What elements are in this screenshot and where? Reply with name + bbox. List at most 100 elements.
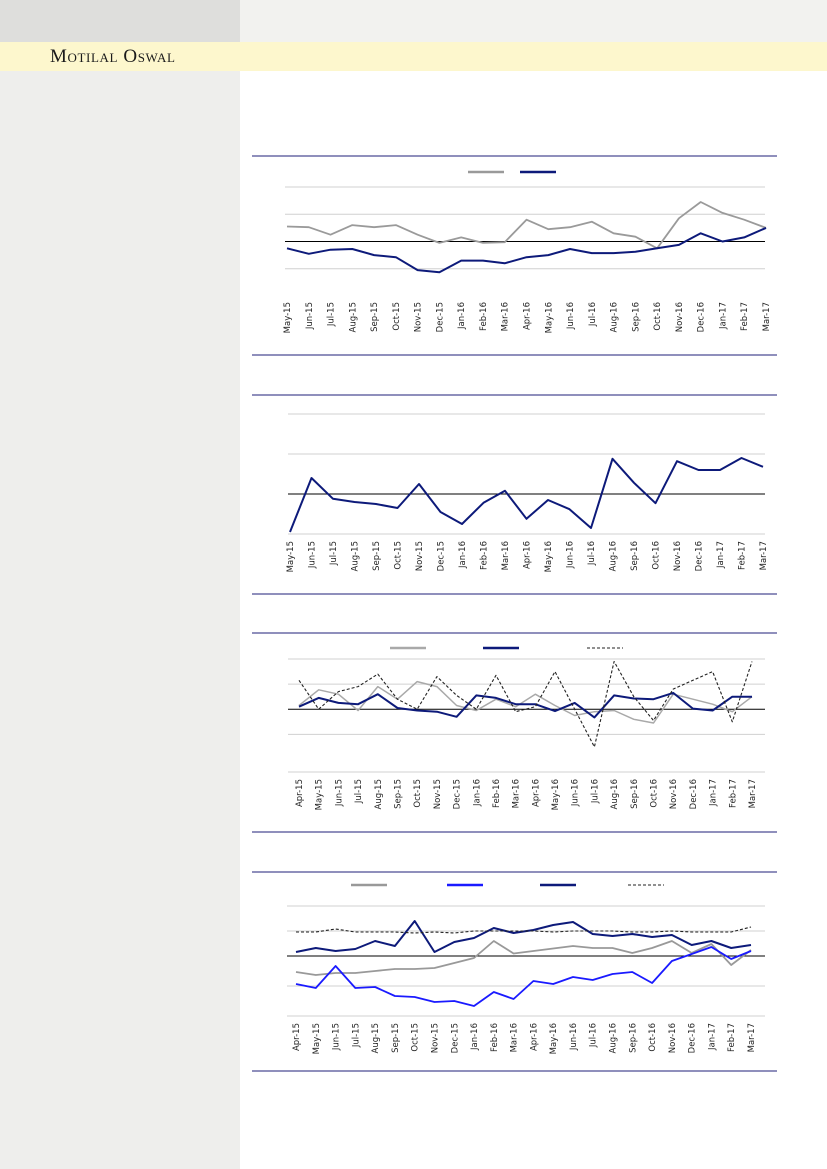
series-line-4 xyxy=(296,926,752,934)
x-tick-label: Mar-17 xyxy=(759,541,769,570)
x-tick-label: Apr-16 xyxy=(523,302,533,330)
x-tick-label: Oct-16 xyxy=(653,302,663,331)
x-tick-label: Nov-15 xyxy=(415,541,425,571)
x-tick-label: Nov-15 xyxy=(414,302,424,332)
x-tick-label: Dec-15 xyxy=(435,302,445,332)
x-tick-label: Jun-16 xyxy=(569,1023,579,1051)
x-tick-label: Jan-16 xyxy=(457,302,467,330)
x-tick-label: Aug-15 xyxy=(351,541,361,571)
x-tick-label: Jan-16 xyxy=(458,541,468,569)
series-line-1 xyxy=(289,457,764,533)
x-tick-label: Aug-16 xyxy=(609,1023,619,1053)
x-tick-label: Mar-16 xyxy=(512,779,522,808)
x-tick-label: Jul-16 xyxy=(589,1023,599,1048)
x-tick-label: Dec-16 xyxy=(689,779,699,809)
x-tick-label: Aug-15 xyxy=(374,779,384,809)
x-tick-label: Oct-15 xyxy=(411,1023,421,1052)
x-tick-label: May-15 xyxy=(312,1023,322,1054)
x-tick-label: Jul-15 xyxy=(354,779,364,804)
x-tick-label: Aug-16 xyxy=(610,779,620,809)
x-tick-label: Mar-16 xyxy=(501,541,511,570)
x-tick-label: Sep-15 xyxy=(372,541,382,571)
x-tick-label: Nov-15 xyxy=(430,1023,440,1053)
x-tick-label: Feb-17 xyxy=(728,779,738,808)
x-tick-label: Jun-16 xyxy=(571,779,581,807)
x-tick-label: May-16 xyxy=(551,779,561,810)
x-tick-label: Jun-15 xyxy=(308,541,318,569)
header-light-block xyxy=(240,0,827,42)
x-tick-label: Feb-17 xyxy=(738,541,748,570)
x-tick-label: Jun-15 xyxy=(305,302,315,330)
x-tick-label: Feb-16 xyxy=(492,779,502,808)
x-tick-label: Aug-15 xyxy=(348,302,358,332)
x-tick-label: Mar-17 xyxy=(747,1023,757,1052)
frame-rules xyxy=(252,155,777,1072)
x-tick-label: May-15 xyxy=(315,779,325,810)
chart-3: Apr-15 May-15 Jun-15 Jul-15 Aug-15 Sep-15 Oct-… xyxy=(288,646,765,810)
x-tick-label: Jan-17 xyxy=(709,779,719,807)
x-tick-label: Jun-15 xyxy=(332,1023,342,1051)
x-tick-label: Dec-16 xyxy=(697,302,707,332)
chart-1: May-15 Jun-15 Jul-15 Aug-15 Sep-15 Oct-15 Nov-… xyxy=(283,170,772,333)
x-tick-label: Aug-15 xyxy=(371,1023,381,1053)
x-tick-label: Sep-15 xyxy=(370,302,380,332)
x-tick-label: May-16 xyxy=(544,302,554,333)
x-tick-label: Nov-16 xyxy=(673,541,683,571)
x-tick-label: Jun-16 xyxy=(566,541,576,569)
x-tick-label: Apr-16 xyxy=(531,779,541,807)
chart-4: Apr-15 May-15 Jun-15 Jul-15 Aug-15 Sep-15 Oct-… xyxy=(287,883,765,1054)
x-tick-label: Jul-16 xyxy=(588,302,598,327)
x-tick-label: Aug-16 xyxy=(610,302,620,332)
x-tick-label: May-15 xyxy=(286,541,296,572)
x-tick-label: Jan-17 xyxy=(718,302,728,330)
x-tick-label: Oct-16 xyxy=(648,1023,658,1052)
x-tick-label: Oct-16 xyxy=(650,779,660,808)
x-tick-label: Nov-16 xyxy=(675,302,685,332)
x-tick-label: Dec-15 xyxy=(453,779,463,809)
x-tick-label: Mar-17 xyxy=(762,302,772,331)
x-tick-label: Jul-16 xyxy=(587,541,597,566)
x-tick-label: Jan-17 xyxy=(707,1023,717,1051)
x-tick-label: Sep-15 xyxy=(391,1023,401,1053)
x-tick-label: Dec-15 xyxy=(437,541,447,571)
brand-name: Motilal Oswal xyxy=(50,46,176,67)
x-tick-label: Sep-16 xyxy=(630,779,640,809)
x-tick-label: Nov-16 xyxy=(668,1023,678,1053)
series-line-2 xyxy=(286,226,767,274)
x-tick-label: Feb-16 xyxy=(480,541,490,570)
x-tick-label: Sep-16 xyxy=(630,541,640,571)
x-tick-label: Mar-17 xyxy=(748,779,758,808)
x-tick-label: Oct-15 xyxy=(394,541,404,570)
left-sidebar xyxy=(0,71,240,1169)
x-tick-label: Feb-17 xyxy=(727,1023,737,1052)
x-tick-label: Aug-16 xyxy=(609,541,619,571)
x-tick-label: Apr-15 xyxy=(292,1023,302,1051)
x-tick-label: Apr-15 xyxy=(295,779,305,807)
x-tick-label: Sep-15 xyxy=(393,779,403,809)
x-tick-label: Feb-16 xyxy=(479,302,489,331)
x-tick-label: Jun-15 xyxy=(334,779,344,807)
x-tick-label: Jan-16 xyxy=(470,1023,480,1051)
x-tick-label: Jun-16 xyxy=(566,302,576,330)
x-tick-label: Apr-16 xyxy=(523,541,533,569)
x-tick-label: Sep-16 xyxy=(631,302,641,332)
x-tick-label: Oct-15 xyxy=(413,779,423,808)
series-line-1 xyxy=(295,940,752,976)
x-tick-label: Jan-16 xyxy=(472,779,482,807)
series-line-2 xyxy=(295,946,752,1007)
series-line-2 xyxy=(298,691,752,719)
x-tick-label: Jul-15 xyxy=(351,1023,361,1048)
x-tick-label: Jul-16 xyxy=(590,779,600,804)
x-tick-label: Dec-15 xyxy=(450,1023,460,1053)
x-tick-label: May-16 xyxy=(544,541,554,572)
x-tick-label: Oct-15 xyxy=(392,302,402,331)
series-line-3 xyxy=(295,920,752,953)
series-line-1 xyxy=(286,201,767,250)
brand-bar xyxy=(0,42,827,71)
header-grey-block xyxy=(0,0,240,42)
x-tick-label: Oct-16 xyxy=(652,541,662,570)
x-tick-label: Mar-16 xyxy=(501,302,511,331)
x-tick-label: May-15 xyxy=(283,302,293,333)
x-tick-label: May-16 xyxy=(549,1023,559,1054)
